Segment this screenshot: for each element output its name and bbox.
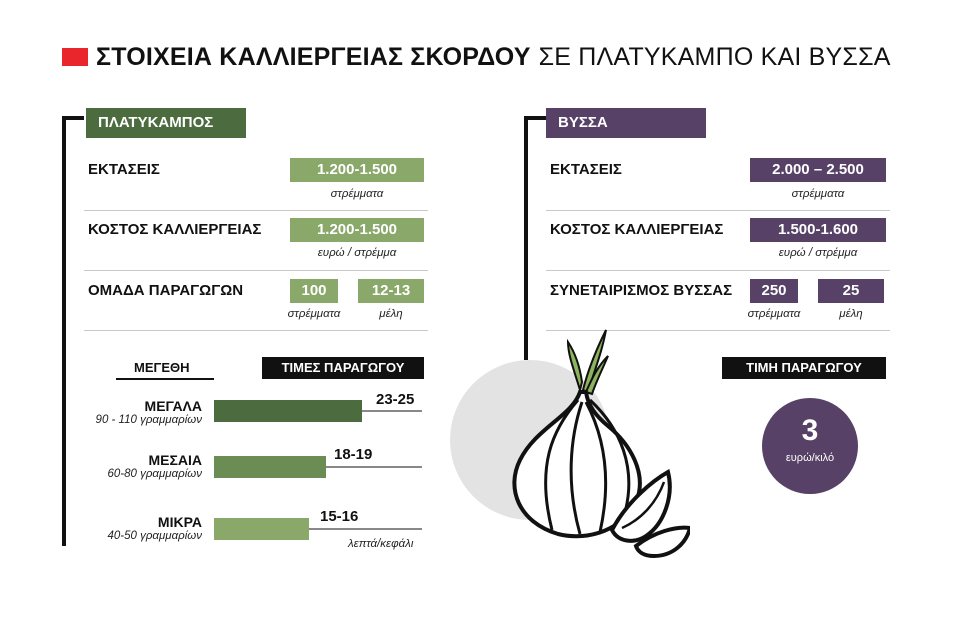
right-bracket-top bbox=[524, 116, 546, 120]
vyssa-area-value: 2.000 – 2.500 bbox=[750, 158, 886, 182]
price-bar-medium bbox=[214, 456, 326, 478]
platykampos-group-unit1: στρέμματα bbox=[287, 308, 341, 320]
size-grams-small: 40-50 γραμμαρίων bbox=[107, 530, 202, 542]
size-name-large: ΜΕΓΑΛΑ bbox=[144, 398, 202, 414]
price-value-small: 15-16 bbox=[320, 508, 359, 525]
platykampos-area-unit: στρέμματα bbox=[330, 188, 384, 200]
vyssa-cost-value: 1.500-1.600 bbox=[750, 218, 886, 242]
vyssa-badge: ΒΥΣΣΑ bbox=[546, 108, 706, 138]
size-grams-medium: 60-80 γραμμαρίων bbox=[107, 468, 202, 480]
platykampos-area-value: 1.200-1.500 bbox=[290, 158, 424, 182]
size-name-medium: ΜΕΣΑΙΑ bbox=[148, 452, 202, 468]
size-grams-large: 90 - 110 γραμμαρίων bbox=[95, 414, 202, 426]
price-unit: ευρώ/κιλό bbox=[785, 452, 835, 464]
prices-unit: λεπτά/κεφάλι bbox=[348, 538, 414, 550]
separator bbox=[84, 270, 428, 271]
separator bbox=[84, 210, 428, 211]
sizes-heading: ΜΕΓΕΘΗ bbox=[134, 360, 190, 375]
separator bbox=[546, 210, 890, 211]
price-circle: 3 ευρώ/κιλό bbox=[762, 398, 858, 494]
vyssa-area-unit: στρέμματα bbox=[791, 188, 845, 200]
right-bracket-vertical bbox=[524, 116, 528, 360]
platykampos-badge: ΠΛΑΤΥΚΑΜΠΟΣ bbox=[86, 108, 246, 138]
title-accent-square bbox=[62, 48, 88, 66]
platykampos-cost-value: 1.200-1.500 bbox=[290, 218, 424, 242]
price-value-large: 23-25 bbox=[376, 391, 415, 408]
vyssa-coop-unit2: μέλη bbox=[839, 308, 863, 320]
platykampos-area-label: ΕΚΤΑΣΕΙΣ bbox=[88, 161, 160, 178]
title-bold-text: ΣΤΟΙΧΕΙΑ ΚΑΛΛΙΕΡΓΕΙΑΣ ΣΚΟΡΔΟΥ bbox=[96, 42, 531, 71]
price-bar-track bbox=[214, 528, 422, 530]
platykampos-group-label: ΟΜΑΔΑ ΠΑΡΑΓΩΓΩΝ bbox=[88, 282, 244, 299]
vyssa-cost-unit: ευρώ / στρέμμα bbox=[778, 247, 858, 259]
separator bbox=[546, 270, 890, 271]
platykampos-group-value1: 100 bbox=[290, 279, 338, 303]
producer-price-heading: ΤΙΜΗ ΠΑΡΑΓΩΓΟΥ bbox=[722, 357, 886, 379]
vyssa-coop-label: ΣΥΝΕΤΑΙΡΙΣΜΟΣ ΒΥΣΣΑΣ bbox=[550, 282, 733, 299]
price-value-medium: 18-19 bbox=[334, 446, 373, 463]
platykampos-group-unit2: μέλη bbox=[379, 308, 403, 320]
title-light-text: ΣΕ ΠΛΑΤΥΚΑΜΠΟ ΚΑΙ ΒΥΣΣΑ bbox=[538, 42, 891, 71]
separator bbox=[84, 330, 428, 331]
vyssa-area-label: ΕΚΤΑΣΕΙΣ bbox=[550, 161, 622, 178]
price-value: 3 bbox=[801, 414, 819, 447]
size-name-small: ΜΙΚΡΑ bbox=[157, 514, 202, 530]
platykampos-cost-unit: ευρώ / στρέμμα bbox=[317, 247, 397, 259]
vyssa-cost-label: ΚΟΣΤΟΣ ΚΑΛΛΙΕΡΓΕΙΑΣ bbox=[550, 221, 724, 238]
garlic-icon bbox=[450, 329, 690, 559]
separator bbox=[546, 330, 890, 331]
price-bar-small bbox=[214, 518, 309, 540]
platykampos-cost-label: ΚΟΣΤΟΣ ΚΑΛΛΙΕΡΓΕΙΑΣ bbox=[88, 221, 262, 238]
page-title: ΣΤΟΙΧΕΙΑ ΚΑΛΛΙΕΡΓΕΙΑΣ ΣΚΟΡΔΟΥ ΣΕ ΠΛΑΤΥΚΑ… bbox=[62, 40, 891, 74]
left-bracket-top bbox=[62, 116, 84, 120]
left-bracket-vertical bbox=[62, 116, 66, 546]
vyssa-coop-value1: 250 bbox=[750, 279, 798, 303]
producer-prices-heading: ΤΙΜΕΣ ΠΑΡΑΓΩΓΟΥ bbox=[262, 357, 424, 379]
sizes-heading-underline bbox=[116, 378, 214, 380]
price-bar-large bbox=[214, 400, 362, 422]
vyssa-coop-value2: 25 bbox=[818, 279, 884, 303]
platykampos-group-value2: 12-13 bbox=[358, 279, 424, 303]
vyssa-coop-unit1: στρέμματα bbox=[747, 308, 801, 320]
